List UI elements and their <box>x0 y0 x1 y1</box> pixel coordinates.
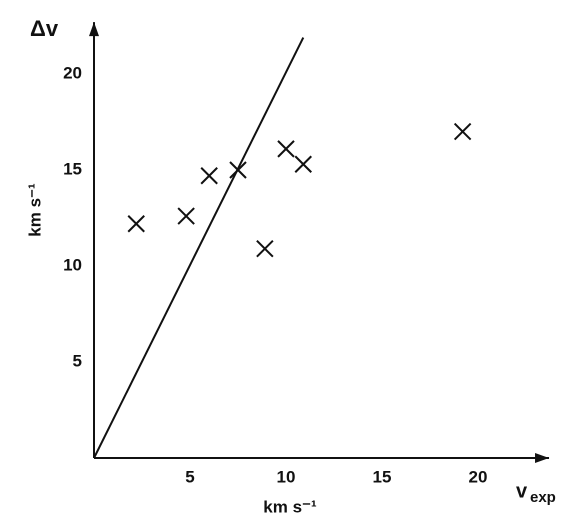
x-tick-label: 20 <box>469 467 488 486</box>
x-axis-arrow <box>535 453 550 463</box>
data-point <box>453 122 472 141</box>
y-tick-label: 5 <box>73 351 82 370</box>
x-axis-unit: km s⁻¹ <box>263 497 317 516</box>
marker-stroke <box>277 140 295 158</box>
data-point <box>127 215 145 233</box>
marker-stroke <box>229 161 247 179</box>
x-tick-label: 5 <box>185 467 194 486</box>
data-point <box>256 240 274 258</box>
y-axis-arrow <box>89 22 99 37</box>
y-axis-unit: km s⁻¹ <box>25 183 44 237</box>
x-tick-label: 15 <box>373 467 392 486</box>
marker-stroke <box>256 240 274 258</box>
reference-line <box>93 37 305 459</box>
y-axis-label: Δv <box>30 16 59 41</box>
marker-stroke <box>453 122 472 141</box>
marker-stroke <box>127 215 145 233</box>
y-tick-label: 20 <box>63 63 82 82</box>
data-point <box>277 140 295 158</box>
data-point <box>177 207 195 225</box>
x-axis-label-subscript: exp <box>530 489 556 506</box>
marker-stroke <box>294 155 312 173</box>
marker-stroke <box>200 167 218 185</box>
y-tick-label: 15 <box>63 159 82 178</box>
data-point <box>294 155 312 173</box>
x-axis-label: v <box>516 480 528 502</box>
data-point <box>200 167 218 185</box>
data-point <box>229 161 247 179</box>
y-tick-label: 10 <box>63 255 82 274</box>
marker-stroke <box>177 207 195 225</box>
x-tick-label: 10 <box>277 467 296 486</box>
